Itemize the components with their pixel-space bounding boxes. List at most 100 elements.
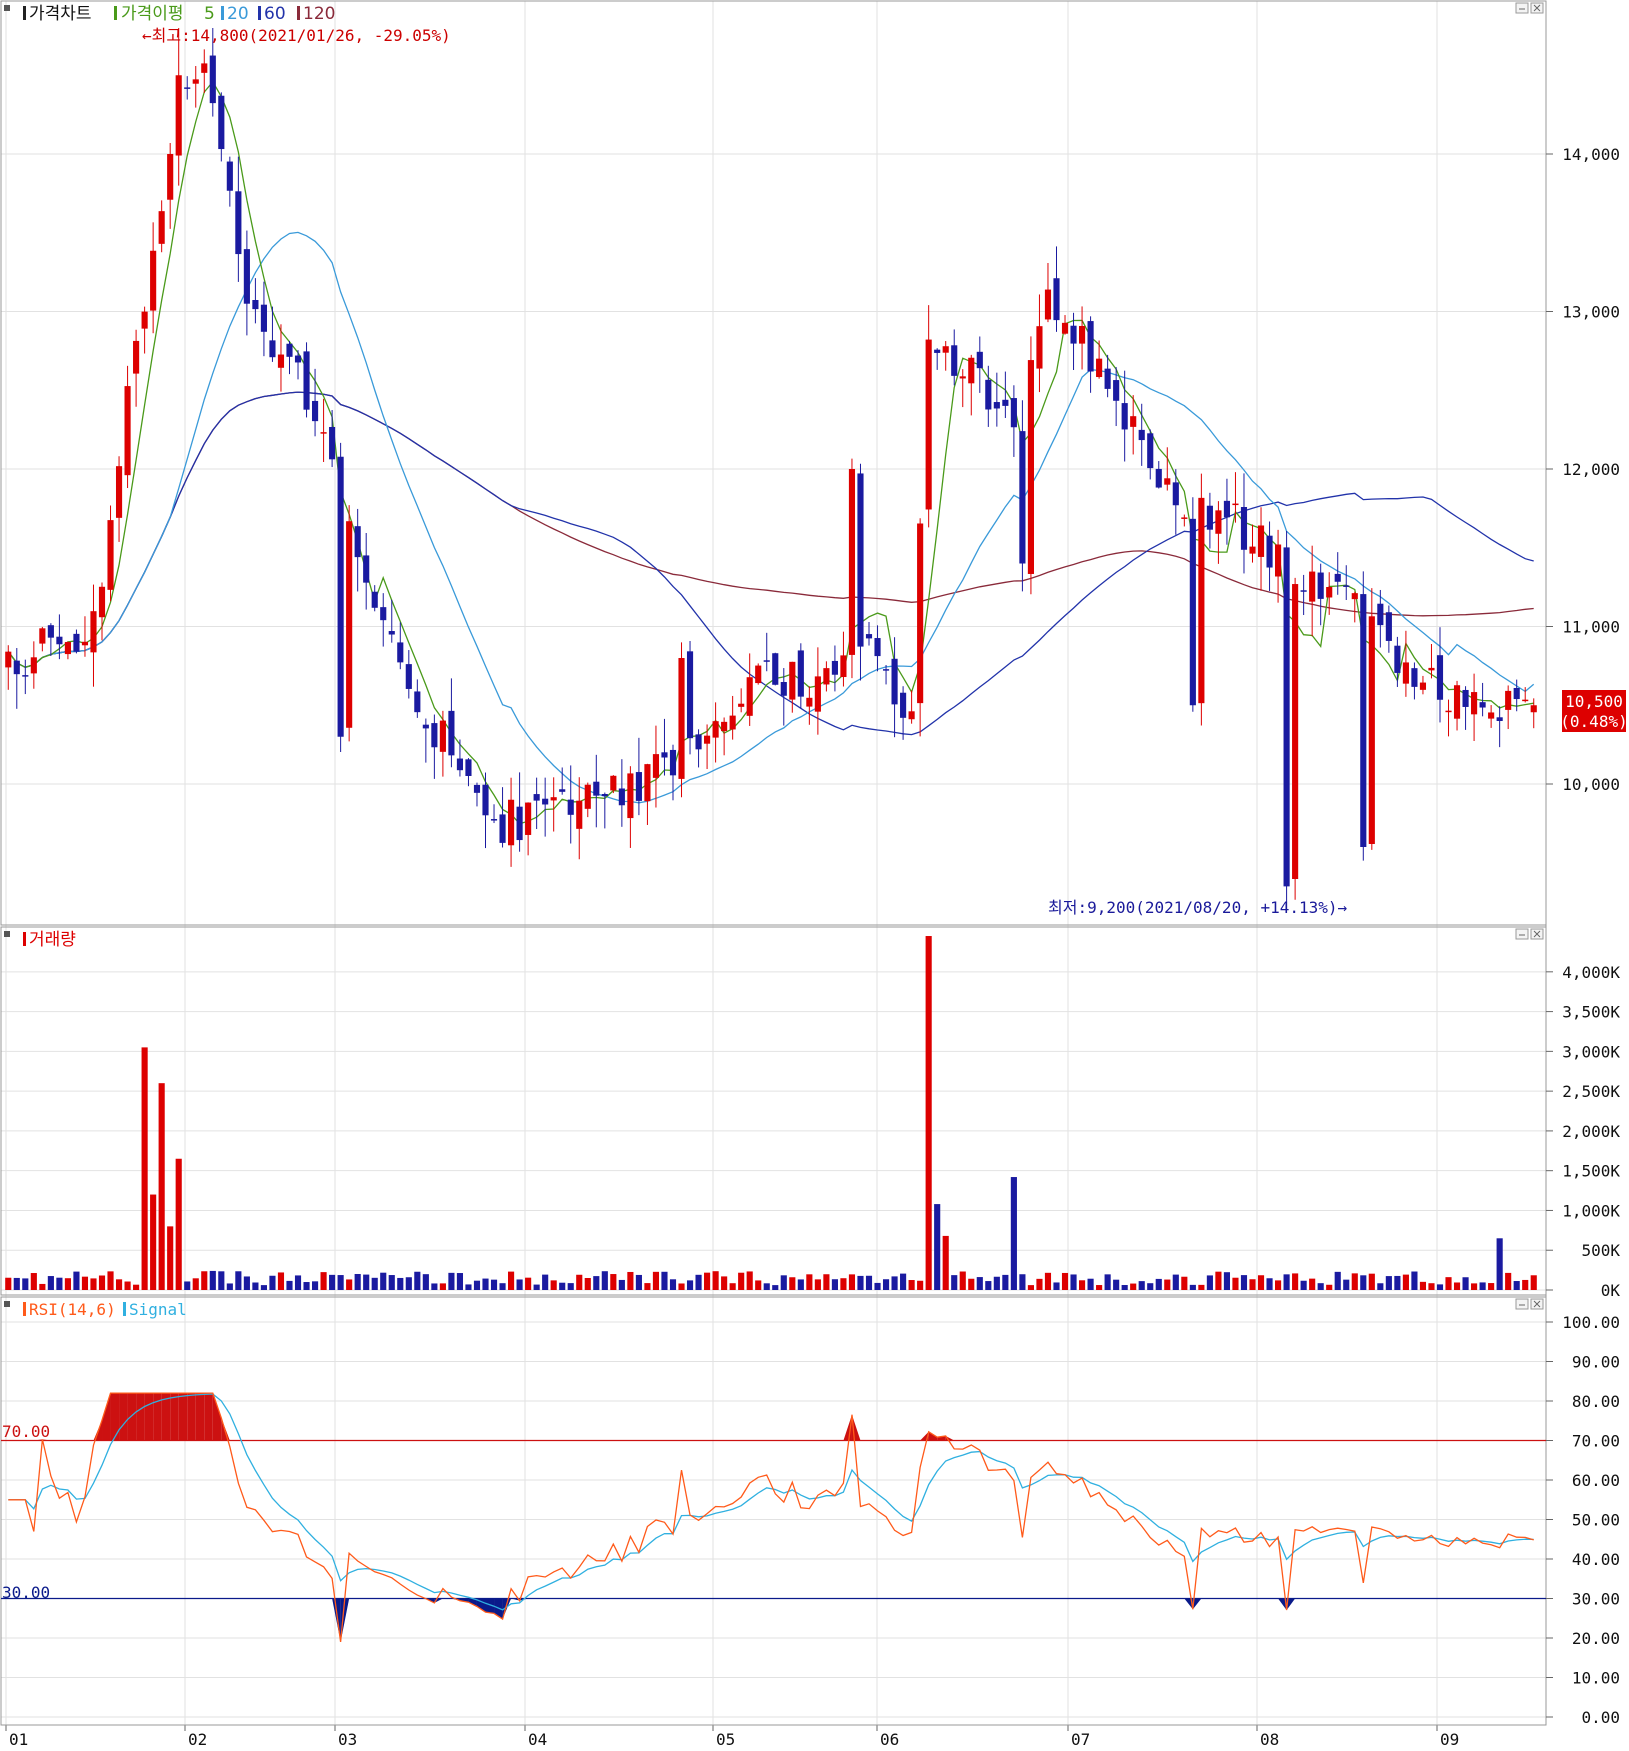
candle-body <box>1368 616 1375 844</box>
volume-bar <box>465 1284 472 1290</box>
volume-bar <box>1181 1276 1188 1290</box>
volume-bar <box>985 1281 992 1290</box>
candle-body <box>115 466 123 518</box>
price-panel-minimize-icon[interactable] <box>1515 2 1529 14</box>
candle-body <box>1002 399 1009 406</box>
legend-ma20: 20 <box>227 4 249 24</box>
candle-body <box>1411 668 1418 687</box>
candle-body <box>917 523 924 704</box>
candle-body <box>746 677 753 716</box>
candle-body <box>380 607 387 621</box>
rsi-oversold-area <box>485 1598 495 1614</box>
volume-bar <box>661 1271 668 1290</box>
candle-body <box>499 814 506 843</box>
candle-body <box>652 754 660 778</box>
candle-body <box>908 711 915 720</box>
volume-bar <box>618 1279 625 1290</box>
candle-body <box>1130 416 1137 427</box>
volume-bar <box>1462 1277 1469 1290</box>
candle-body <box>704 735 711 744</box>
price-panel-close-icon[interactable] <box>1530 2 1544 14</box>
volume-bar <box>1343 1279 1350 1290</box>
candle-body <box>627 773 634 819</box>
volume-bar <box>644 1283 651 1290</box>
volume-bar <box>1453 1282 1461 1290</box>
volume-bar <box>1130 1283 1137 1290</box>
rsi-overbought-area <box>144 1393 154 1441</box>
legend-ma60: 60 <box>264 4 286 24</box>
volume-bar <box>959 1271 966 1290</box>
ma60-line <box>7 391 1534 736</box>
volume-bar <box>1096 1285 1103 1290</box>
volume-bar <box>1198 1284 1205 1290</box>
volume-bar <box>175 1158 182 1290</box>
rsi-overbought-area <box>119 1393 128 1441</box>
candle-body <box>1385 612 1392 641</box>
legend-ma5: 5 <box>204 4 215 24</box>
volume-bar <box>533 1284 540 1290</box>
candle-body <box>277 354 285 368</box>
volume-bar <box>763 1283 770 1290</box>
volume-bar <box>942 1235 949 1290</box>
candle-body <box>686 651 694 739</box>
volume-bar <box>780 1275 787 1290</box>
volume-bar <box>1053 1282 1060 1290</box>
volume-bar <box>150 1194 157 1290</box>
candle-body <box>1027 360 1034 574</box>
volume-bar <box>993 1276 1000 1290</box>
rsi-axis-tick-label: 90.00 <box>1572 1353 1620 1372</box>
volume-bar <box>695 1274 702 1290</box>
volume-bar <box>1223 1272 1231 1290</box>
candle-body <box>1300 590 1307 592</box>
candle-body <box>329 426 336 460</box>
candle-body <box>738 703 745 707</box>
candle-body <box>98 586 106 618</box>
candle-body <box>1232 503 1239 506</box>
candle-body <box>235 191 242 255</box>
volume-bar <box>976 1277 983 1290</box>
rsi-axis-tick-label: 70.00 <box>1572 1432 1620 1451</box>
candle-body <box>789 661 796 700</box>
candle-body <box>1019 431 1026 564</box>
volume-axis-tick-label: 3,000K <box>1562 1042 1620 1061</box>
volume-bar <box>1394 1275 1401 1290</box>
candle-body <box>1505 690 1512 710</box>
volume-bar <box>1385 1276 1392 1290</box>
candle-body <box>158 211 165 244</box>
volume-bar <box>1078 1280 1086 1290</box>
volume-axis-tick-label: 1,000K <box>1562 1201 1620 1220</box>
volume-bar <box>1428 1283 1435 1290</box>
rsi-panel-minimize-icon[interactable] <box>1515 1298 1529 1310</box>
rsi-panel-close-icon[interactable] <box>1530 1298 1544 1310</box>
volume-bar <box>584 1277 591 1290</box>
candle-body <box>243 249 250 304</box>
candle-body <box>1343 585 1350 587</box>
ma20-line <box>7 231 1535 804</box>
candle-body <box>22 675 29 677</box>
candle-body <box>601 794 608 797</box>
candle-body <box>721 721 728 732</box>
candle-body <box>269 340 276 358</box>
volume-panel-minimize-icon[interactable] <box>1515 928 1529 940</box>
volume-bar <box>439 1283 446 1290</box>
candle-body <box>209 55 216 104</box>
volume-bar <box>1070 1274 1077 1290</box>
volume-panel-close-icon[interactable] <box>1530 928 1544 940</box>
rsi-oversold-area <box>1192 1598 1202 1610</box>
volume-bar <box>576 1274 583 1290</box>
rsi-oversold-area <box>468 1598 477 1607</box>
candle-body <box>397 642 404 663</box>
rsi-axis-tick-label: 100.00 <box>1562 1313 1620 1332</box>
legend-price-chart: 가격차트 <box>29 4 92 24</box>
candle-body <box>661 752 668 758</box>
rsi-axis-tick-label: 80.00 <box>1572 1392 1620 1411</box>
candle-body <box>39 628 46 644</box>
volume-bar <box>567 1283 574 1290</box>
rsi-axis-tick-label: 40.00 <box>1572 1550 1620 1569</box>
candle-body <box>1164 478 1171 485</box>
candle-body <box>1223 500 1231 518</box>
volume-bar <box>1275 1280 1282 1290</box>
volume-bar <box>1113 1279 1120 1290</box>
candle-body <box>635 772 642 801</box>
volume-bar <box>1334 1271 1341 1290</box>
